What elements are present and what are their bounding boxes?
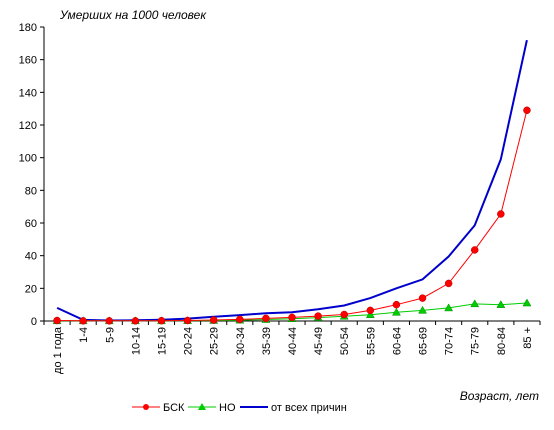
data-point [79, 317, 87, 325]
x-tick-label: 25-29 [209, 327, 221, 355]
data-point [105, 317, 114, 325]
x-tick-label: 50-54 [339, 327, 351, 355]
data-point [209, 316, 218, 324]
data-point [497, 210, 505, 218]
legend-bsk-label: БСК [163, 402, 185, 414]
y-tick-label: 140 [19, 87, 37, 99]
series-layer [52, 39, 532, 325]
legend-item-bsk: БСК [132, 402, 185, 414]
x-axis-title: Возраст, лет [460, 389, 539, 403]
data-point [157, 316, 166, 325]
data-point [262, 314, 270, 323]
x-tick-label: 30-34 [235, 327, 247, 355]
legend-no-label: НО [219, 402, 236, 414]
y-tick-label: 60 [25, 218, 37, 230]
data-point [392, 300, 401, 309]
data-point [53, 316, 61, 325]
data-point [522, 298, 532, 307]
legend-bsk-marker [143, 404, 149, 410]
legend: БСК НО от всех причин [132, 402, 347, 414]
x-tick-label: до 1 года [52, 326, 64, 374]
data-point [314, 312, 322, 320]
data-point [131, 317, 140, 325]
x-tick-label: 65-69 [418, 327, 430, 355]
x-tick-label: 20-24 [183, 327, 195, 355]
x-tick-label: 60-64 [391, 327, 403, 355]
data-point [444, 303, 454, 312]
legend-all-causes-label: от всех причин [271, 402, 347, 414]
x-tick-label: 10-14 [130, 327, 142, 355]
data-point [418, 305, 427, 314]
y-tick-label: 100 [19, 153, 37, 165]
data-point [418, 294, 427, 302]
y-tick-label: 160 [19, 55, 37, 67]
x-tick-label: 55-59 [365, 327, 377, 355]
y-tick-label: 40 [25, 251, 37, 263]
data-point [340, 310, 348, 319]
x-tick-label: 80-84 [496, 327, 508, 355]
x-tick-label: 75-79 [470, 327, 482, 355]
x-tick-label: 5-9 [104, 327, 116, 343]
data-point [470, 299, 480, 308]
y-axis-ticks: 0 20 40 60 80 100 120 140 160 180 [19, 22, 44, 328]
y-tick-label: 0 [31, 316, 37, 328]
legend-no-marker [198, 403, 206, 410]
y-tick-label: 20 [25, 283, 37, 295]
legend-item-all-causes: от всех причин [240, 402, 347, 414]
x-tick-label: 45-49 [313, 327, 325, 355]
data-point [236, 315, 244, 324]
data-point [288, 313, 296, 322]
x-tick-label: 40-44 [287, 327, 299, 355]
x-tick-label: 70-74 [444, 327, 456, 355]
y-tick-label: 120 [19, 120, 37, 132]
x-tick-label: 1-4 [78, 327, 90, 343]
data-point [523, 106, 531, 115]
y-tick-label: 180 [19, 22, 37, 34]
data-point [365, 310, 375, 319]
x-tick-label: 85 + [522, 327, 534, 349]
x-tick-label: 35-39 [261, 327, 273, 355]
data-point [496, 300, 506, 308]
data-point [183, 316, 192, 325]
data-point [470, 246, 479, 254]
x-axis-ticks: до 1 года 1-4 5-9 10-14 15-19 20-24 25-29 30-34… [43, 321, 541, 374]
x-tick-label: 15-19 [156, 327, 168, 355]
data-point [391, 307, 401, 316]
y-tick-label: 80 [25, 185, 37, 197]
data-point [366, 306, 375, 315]
legend-item-no: НО [188, 402, 236, 414]
data-point [444, 279, 453, 288]
y-axis-title: Умерших на 1000 человек [59, 8, 207, 22]
